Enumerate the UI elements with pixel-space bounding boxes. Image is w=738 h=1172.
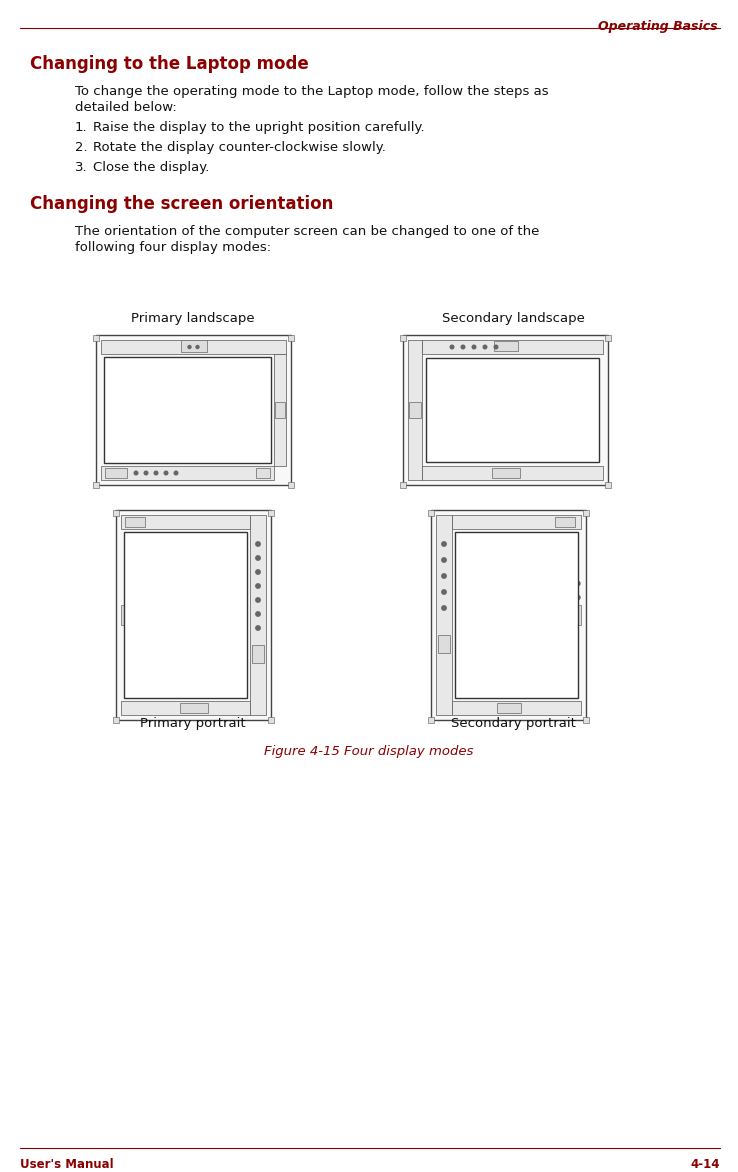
Circle shape <box>144 471 148 475</box>
Bar <box>268 717 274 723</box>
Circle shape <box>196 346 199 348</box>
Bar <box>452 515 581 529</box>
Circle shape <box>442 541 446 546</box>
Text: Primary landscape: Primary landscape <box>131 312 255 325</box>
Text: Raise the display to the upright position carefully.: Raise the display to the upright positio… <box>93 121 424 134</box>
Circle shape <box>256 598 261 602</box>
Bar <box>575 605 581 625</box>
Bar <box>116 510 271 720</box>
Bar <box>288 482 294 488</box>
Circle shape <box>256 541 261 546</box>
Text: User's Manual: User's Manual <box>20 1158 114 1171</box>
Bar <box>288 335 294 341</box>
Text: Figure 4-15 Four display modes: Figure 4-15 Four display modes <box>264 745 474 758</box>
Circle shape <box>442 558 446 563</box>
Circle shape <box>164 471 168 475</box>
Bar <box>428 717 434 723</box>
Bar <box>428 510 434 516</box>
Bar <box>256 468 270 478</box>
Bar <box>605 335 611 341</box>
Bar <box>113 717 119 723</box>
Text: Rotate the display counter-clockwise slowly.: Rotate the display counter-clockwise slo… <box>93 141 386 154</box>
Bar <box>497 703 520 713</box>
Circle shape <box>576 595 580 600</box>
Bar <box>409 402 421 418</box>
Bar <box>492 468 520 478</box>
Bar <box>275 402 285 418</box>
Bar <box>583 510 589 516</box>
Circle shape <box>256 626 261 631</box>
Text: Primary portrait: Primary portrait <box>140 717 246 730</box>
Circle shape <box>472 346 476 349</box>
Bar <box>431 510 586 720</box>
Circle shape <box>442 574 446 578</box>
Bar <box>101 340 286 354</box>
Text: The orientation of the computer screen can be changed to one of the: The orientation of the computer screen c… <box>75 225 539 238</box>
Circle shape <box>576 581 580 586</box>
Text: Secondary landscape: Secondary landscape <box>441 312 584 325</box>
Bar <box>555 517 575 527</box>
Bar <box>181 340 207 352</box>
Bar <box>101 466 274 481</box>
Text: Operating Basics: Operating Basics <box>599 20 718 33</box>
Circle shape <box>188 346 191 348</box>
Bar <box>93 482 99 488</box>
Bar <box>455 532 578 699</box>
Bar <box>426 357 599 462</box>
Bar <box>113 510 119 516</box>
Circle shape <box>256 556 261 560</box>
Bar <box>105 468 127 478</box>
Text: 2.: 2. <box>75 141 88 154</box>
Text: detailed below:: detailed below: <box>75 101 176 114</box>
Text: Close the display.: Close the display. <box>93 161 210 173</box>
Bar <box>403 335 608 485</box>
Circle shape <box>154 471 158 475</box>
Text: 4-14: 4-14 <box>691 1158 720 1171</box>
Bar <box>121 701 250 715</box>
Text: To change the operating mode to the Laptop mode, follow the steps as: To change the operating mode to the Lapt… <box>75 86 548 98</box>
Bar <box>252 645 264 663</box>
Circle shape <box>494 346 498 349</box>
Text: Secondary portrait: Secondary portrait <box>451 717 576 730</box>
Bar <box>408 340 422 481</box>
Bar <box>96 335 291 485</box>
Circle shape <box>461 346 465 349</box>
Bar <box>104 357 271 463</box>
Bar <box>274 354 286 466</box>
Bar <box>400 482 406 488</box>
Circle shape <box>256 612 261 616</box>
Bar <box>438 635 450 653</box>
Circle shape <box>256 570 261 574</box>
Circle shape <box>174 471 178 475</box>
Circle shape <box>134 471 138 475</box>
Bar <box>268 510 274 516</box>
Bar <box>494 341 517 350</box>
Bar <box>452 701 581 715</box>
Bar <box>605 482 611 488</box>
Bar <box>422 466 603 481</box>
Bar <box>436 515 452 715</box>
Circle shape <box>483 346 487 349</box>
Bar <box>179 703 207 713</box>
Bar <box>250 515 266 715</box>
Text: Changing the screen orientation: Changing the screen orientation <box>30 195 334 213</box>
Text: 1.: 1. <box>75 121 88 134</box>
Bar <box>121 605 127 625</box>
Bar <box>93 335 99 341</box>
Bar <box>121 515 250 529</box>
Text: 3.: 3. <box>75 161 88 173</box>
Bar <box>124 532 247 699</box>
Text: following four display modes:: following four display modes: <box>75 241 271 254</box>
Bar <box>400 335 406 341</box>
Circle shape <box>256 584 261 588</box>
Bar <box>583 717 589 723</box>
Circle shape <box>450 346 454 349</box>
Bar <box>422 340 603 354</box>
Circle shape <box>442 590 446 594</box>
Text: Changing to the Laptop mode: Changing to the Laptop mode <box>30 55 308 73</box>
Bar <box>125 517 145 527</box>
Circle shape <box>442 606 446 611</box>
